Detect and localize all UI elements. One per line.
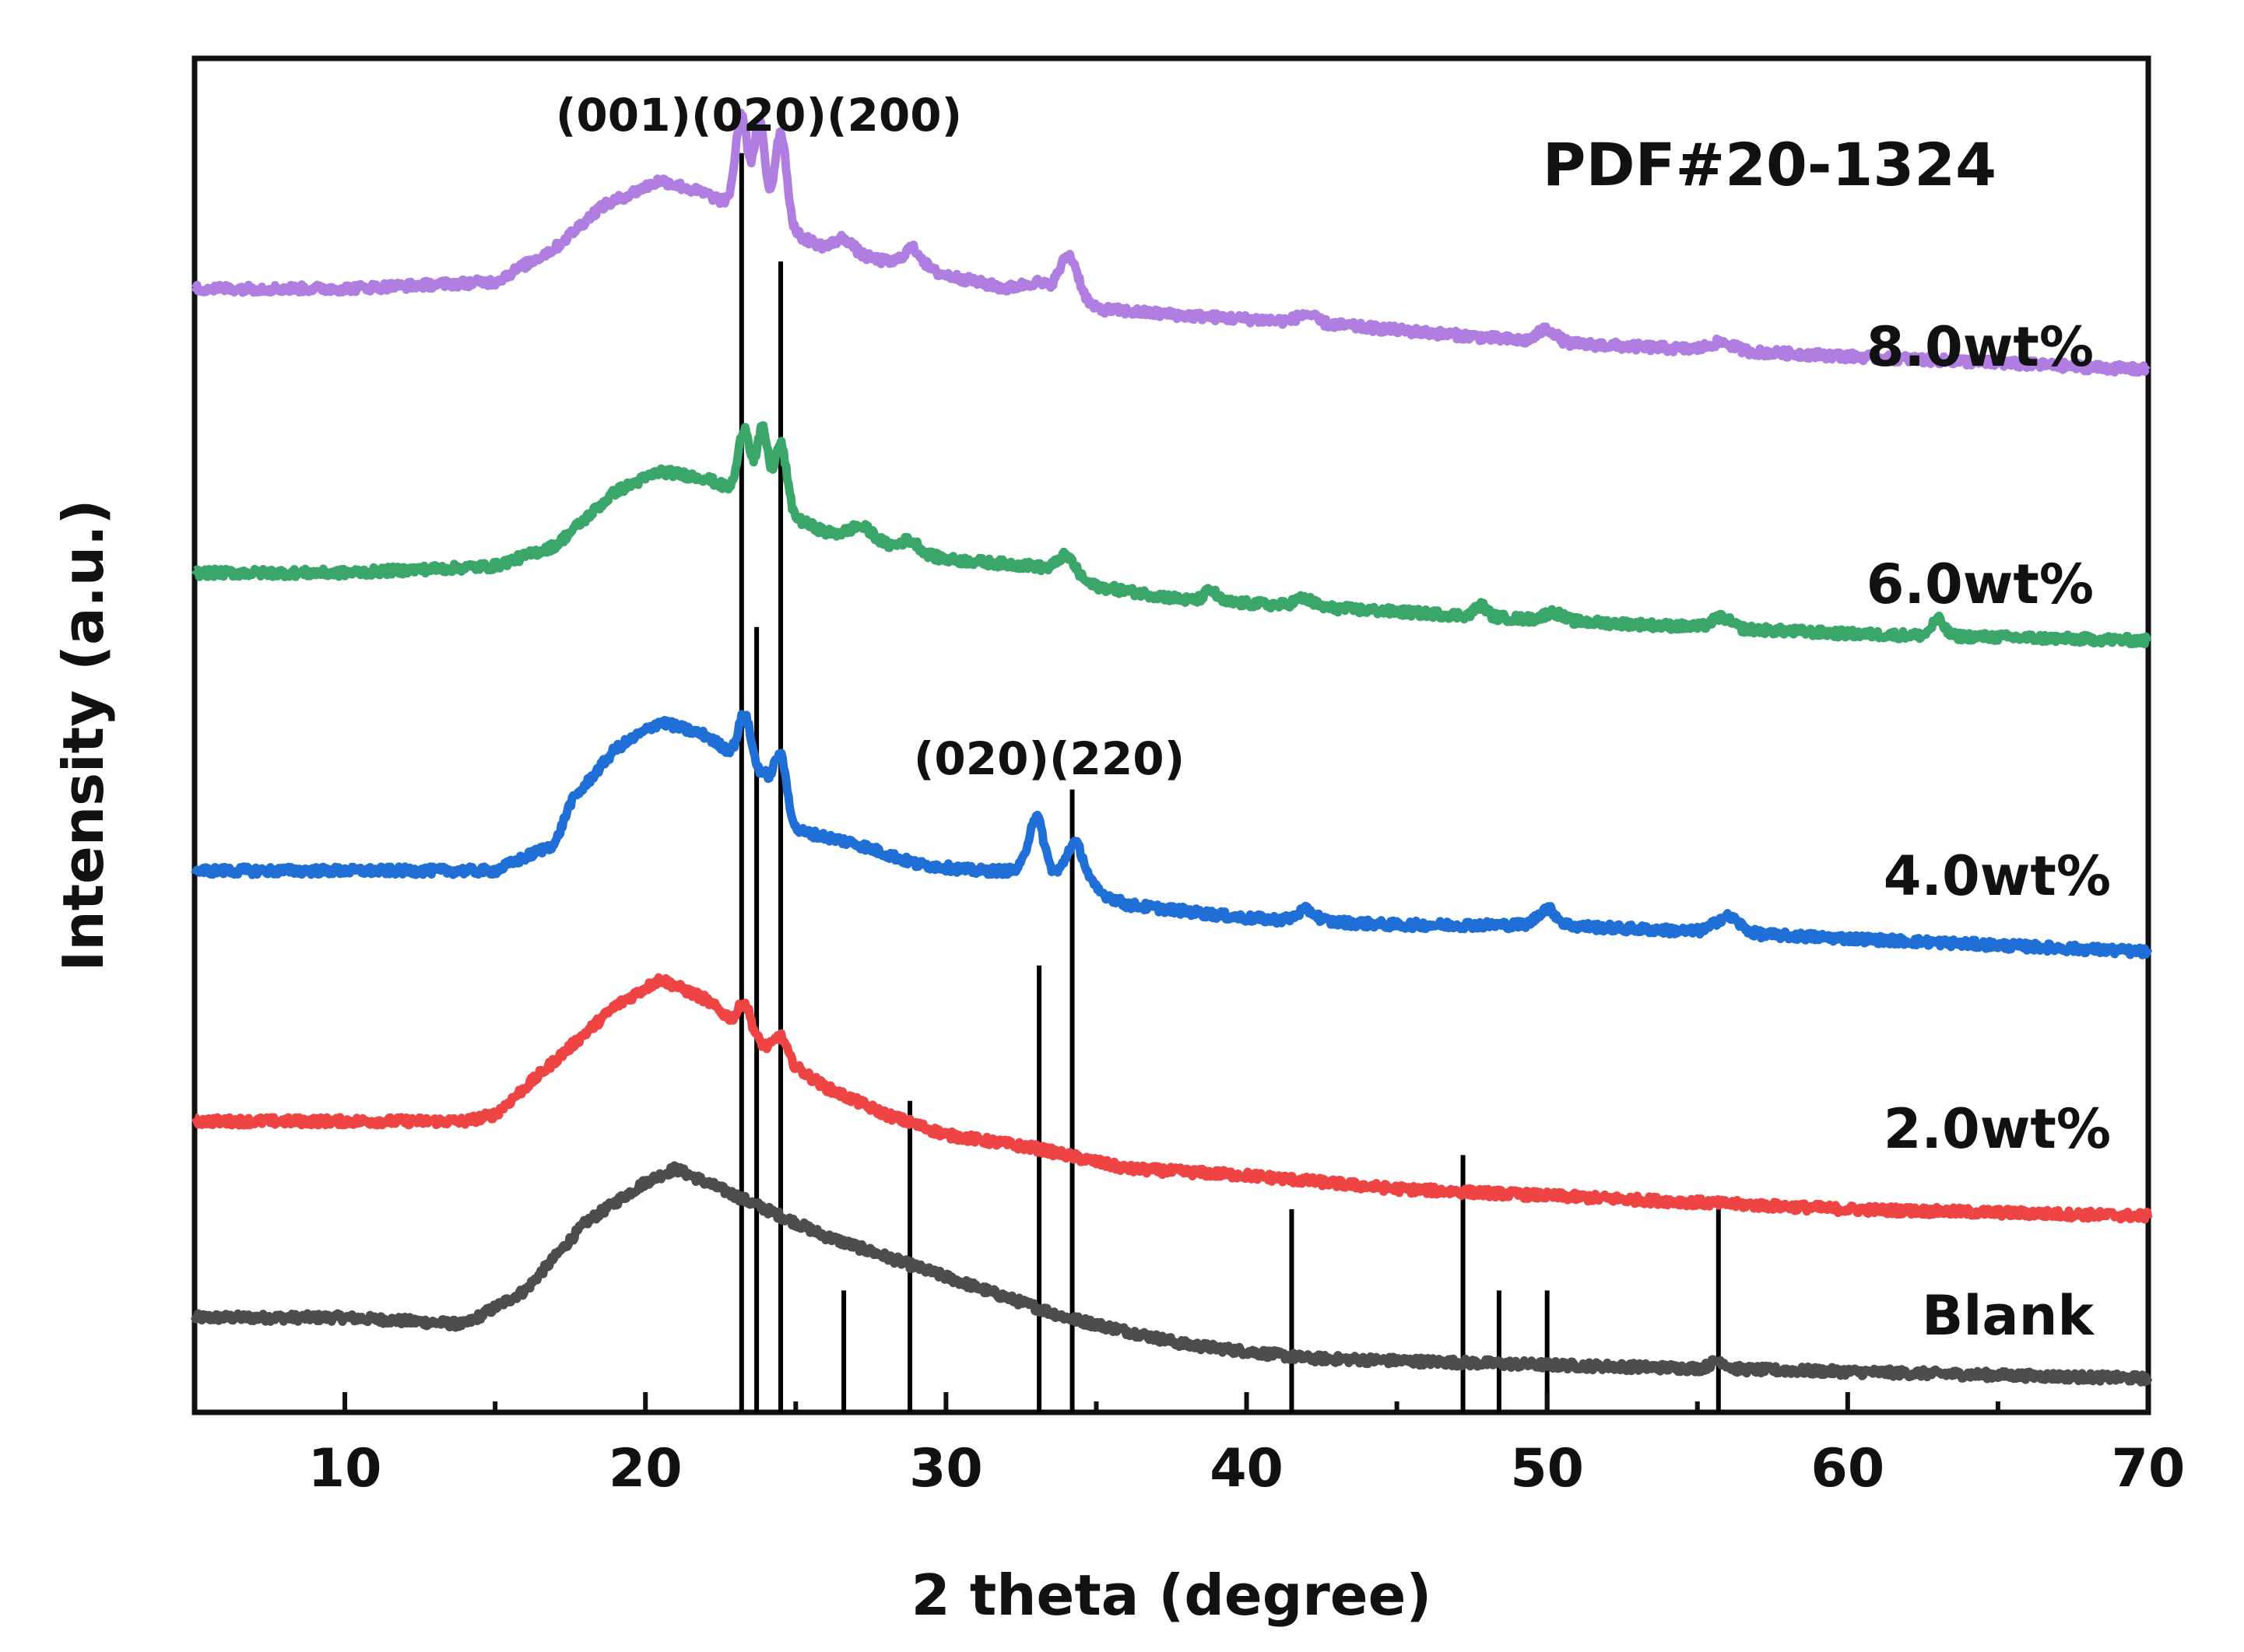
series-label-8wt: 8.0wt% [1866, 315, 2094, 379]
series-line-8-0wt- [191, 108, 2151, 377]
annotation-peaks-2: (020)(220) [914, 732, 1185, 785]
x-tick-label: 30 [909, 1438, 983, 1499]
annotation-peaks-1: (001)(020)(200) [556, 89, 962, 142]
x-tick-label: 70 [2112, 1438, 2186, 1499]
series-line-6-0wt- [191, 421, 2152, 649]
reference-label: PDF#20-1324 [1543, 130, 1996, 199]
x-axis-title: 2 theta (degree) [911, 1563, 1432, 1628]
plot-frame [191, 55, 2151, 1415]
x-axis-ticks: 10 20 30 40 50 60 70 [192, 1392, 2186, 1499]
series-label-4wt: 4.0wt% [1884, 844, 2111, 908]
x-tick-label: 60 [1811, 1438, 1885, 1499]
y-axis-title: Intensity (a.u.) [51, 500, 116, 972]
series-lines [190, 108, 2153, 1387]
series-label-6wt: 6.0wt% [1866, 552, 2094, 616]
x-tick-label: 20 [609, 1438, 683, 1499]
series-label-blank: Blank [1922, 1284, 2095, 1348]
series-label-2wt: 2.0wt% [1884, 1097, 2111, 1161]
series-line-2-0wt- [191, 973, 2153, 1224]
x-tick-label: 40 [1210, 1438, 1284, 1499]
x-tick-label: 50 [1510, 1438, 1584, 1499]
series-line-4-0wt- [191, 710, 2153, 959]
x-tick-label: 10 [308, 1438, 382, 1499]
series-line-blank [190, 1161, 2153, 1387]
